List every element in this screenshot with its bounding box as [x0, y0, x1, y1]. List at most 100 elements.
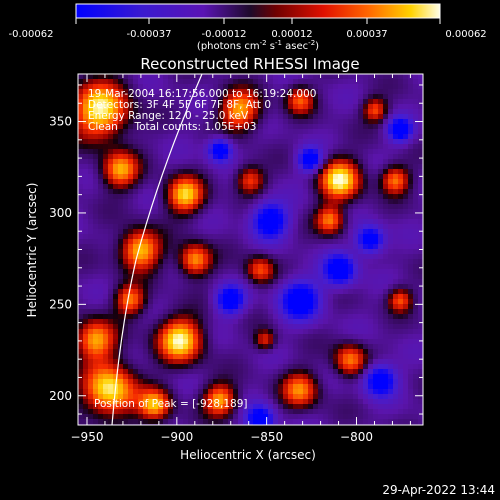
- heatmap-cell: [118, 234, 124, 240]
- heatmap-cell: [368, 159, 374, 165]
- heatmap-cell: [148, 84, 154, 90]
- heatmap-cell: [218, 254, 224, 260]
- heatmap-cell: [183, 114, 189, 120]
- heatmap-cell: [263, 244, 269, 250]
- heatmap-cell: [378, 79, 384, 85]
- heatmap-cell: [418, 409, 423, 415]
- heatmap-cell: [418, 249, 423, 255]
- heatmap-cell: [378, 109, 384, 115]
- heatmap-cell: [418, 299, 423, 305]
- heatmap-cell: [223, 169, 229, 175]
- heatmap-cell: [168, 414, 174, 420]
- heatmap-cell: [358, 414, 364, 420]
- heatmap-cell: [333, 104, 339, 110]
- heatmap-cell: [198, 239, 204, 245]
- heatmap-cell: [233, 144, 239, 150]
- heatmap-cell: [103, 129, 109, 135]
- heatmap-cell: [263, 309, 269, 315]
- heatmap-cell: [338, 89, 344, 95]
- heatmap-cell: [378, 239, 384, 245]
- heatmap-cell: [228, 409, 234, 415]
- heatmap-cell: [173, 254, 179, 260]
- heatmap-cell: [173, 349, 179, 355]
- heatmap-cell: [323, 124, 329, 130]
- heatmap-cell: [293, 359, 299, 365]
- heatmap-cell: [208, 204, 214, 210]
- heatmap-cell: [223, 319, 229, 325]
- heatmap-cell: [223, 394, 229, 400]
- heatmap-cell: [148, 124, 154, 130]
- heatmap-cell: [238, 259, 244, 265]
- heatmap-cell: [273, 284, 279, 290]
- heatmap-cell: [343, 374, 349, 380]
- heatmap-cell: [233, 324, 239, 330]
- heatmap-cell: [353, 329, 359, 335]
- heatmap-cell: [228, 254, 234, 260]
- heatmap-cell: [118, 119, 124, 125]
- heatmap-cell: [123, 104, 129, 110]
- heatmap-cell: [248, 414, 254, 420]
- heatmap-cell: [198, 414, 204, 420]
- heatmap-cell: [238, 334, 244, 340]
- heatmap-cell: [218, 124, 224, 130]
- heatmap-cell: [88, 369, 94, 375]
- heatmap-cell: [283, 404, 289, 410]
- heatmap-cell: [328, 369, 334, 375]
- heatmap-cell: [298, 89, 304, 95]
- heatmap-cell: [268, 219, 274, 225]
- heatmap-cell: [278, 399, 284, 405]
- heatmap-cell: [203, 134, 209, 140]
- heatmap-cell: [383, 389, 389, 395]
- heatmap-cell: [208, 389, 214, 395]
- heatmap-cell: [273, 184, 279, 190]
- heatmap-cell: [403, 294, 409, 300]
- heatmap-cell: [343, 184, 349, 190]
- heatmap-cell: [273, 279, 279, 285]
- heatmap-cell: [228, 79, 234, 85]
- heatmap-cell: [418, 224, 423, 230]
- heatmap-cell: [278, 364, 284, 370]
- heatmap-cell: [308, 179, 314, 185]
- heatmap-cell: [393, 319, 399, 325]
- heatmap-cell: [153, 114, 159, 120]
- heatmap-cell: [353, 129, 359, 135]
- heatmap-cell: [128, 109, 134, 115]
- heatmap-cell: [408, 314, 414, 320]
- heatmap-cell: [283, 169, 289, 175]
- heatmap-cell: [263, 89, 269, 95]
- heatmap-cell: [358, 214, 364, 220]
- heatmap-cell: [333, 309, 339, 315]
- heatmap-cell: [143, 389, 149, 395]
- heatmap-cell: [383, 204, 389, 210]
- heatmap-cell: [263, 254, 269, 260]
- heatmap-cell: [288, 274, 294, 280]
- heatmap-cell: [118, 224, 124, 230]
- heatmap-cell: [143, 279, 149, 285]
- heatmap-cell: [403, 364, 409, 370]
- heatmap-cell: [143, 269, 149, 275]
- heatmap-cell: [328, 309, 334, 315]
- heatmap-cell: [93, 279, 99, 285]
- heatmap-cell: [88, 224, 94, 230]
- heatmap-cell: [328, 139, 334, 145]
- heatmap-cell: [328, 374, 334, 380]
- heatmap-cell: [388, 349, 394, 355]
- heatmap-cell: [318, 94, 324, 100]
- heatmap-cell: [288, 299, 294, 305]
- heatmap-cell: [368, 349, 374, 355]
- heatmap-cell: [203, 139, 209, 145]
- heatmap-cell: [238, 339, 244, 345]
- heatmap-cell: [363, 384, 369, 390]
- heatmap-cell: [278, 214, 284, 220]
- heatmap-cell: [113, 314, 119, 320]
- heatmap-cell: [323, 154, 329, 160]
- heatmap-cell: [238, 284, 244, 290]
- heatmap-cell: [108, 309, 114, 315]
- heatmap-cell: [218, 374, 224, 380]
- heatmap-cell: [103, 254, 109, 260]
- heatmap-cell: [393, 154, 399, 160]
- heatmap-cell: [228, 364, 234, 370]
- heatmap-cell: [233, 239, 239, 245]
- heatmap-cell: [268, 259, 274, 265]
- heatmap-cell: [233, 199, 239, 205]
